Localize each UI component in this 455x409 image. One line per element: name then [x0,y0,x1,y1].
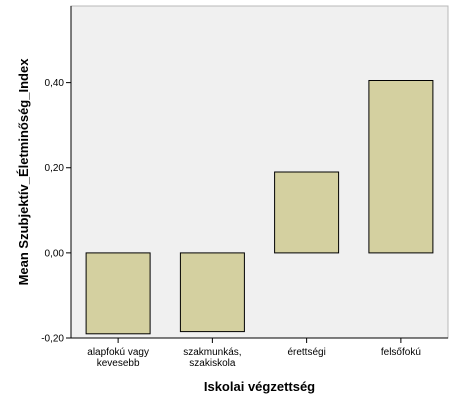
x-ticks-group: alapfokú vagy kevesebb szakmunkás, szakisko… [87,338,421,369]
x-tick-label: érettségi [287,347,325,358]
bar-1 [179,252,245,333]
y-tick-label: 0,00 [45,248,65,259]
x-tick-label: felsőfokú [381,347,421,358]
bar-3 [368,80,434,254]
y-tick-label: 0,20 [45,163,65,174]
x-tick-label: szakmunkás, szakiskola [183,347,241,369]
bars-group [85,80,434,335]
bar-0 [85,252,151,335]
y-tick-label: -0,20 [41,334,64,345]
x-axis-title: Iskolai végzettség [204,379,315,394]
y-ticks-group: -0,20 0,00 0,20 0,40 [41,78,71,345]
y-axis-title: Mean Szubjektív_Életminőség_Index [16,58,31,286]
y-tick-label: 0,40 [45,78,65,89]
x-tick-label: alapfokú vagy kevesebb [87,347,149,369]
bar-2 [274,171,340,254]
